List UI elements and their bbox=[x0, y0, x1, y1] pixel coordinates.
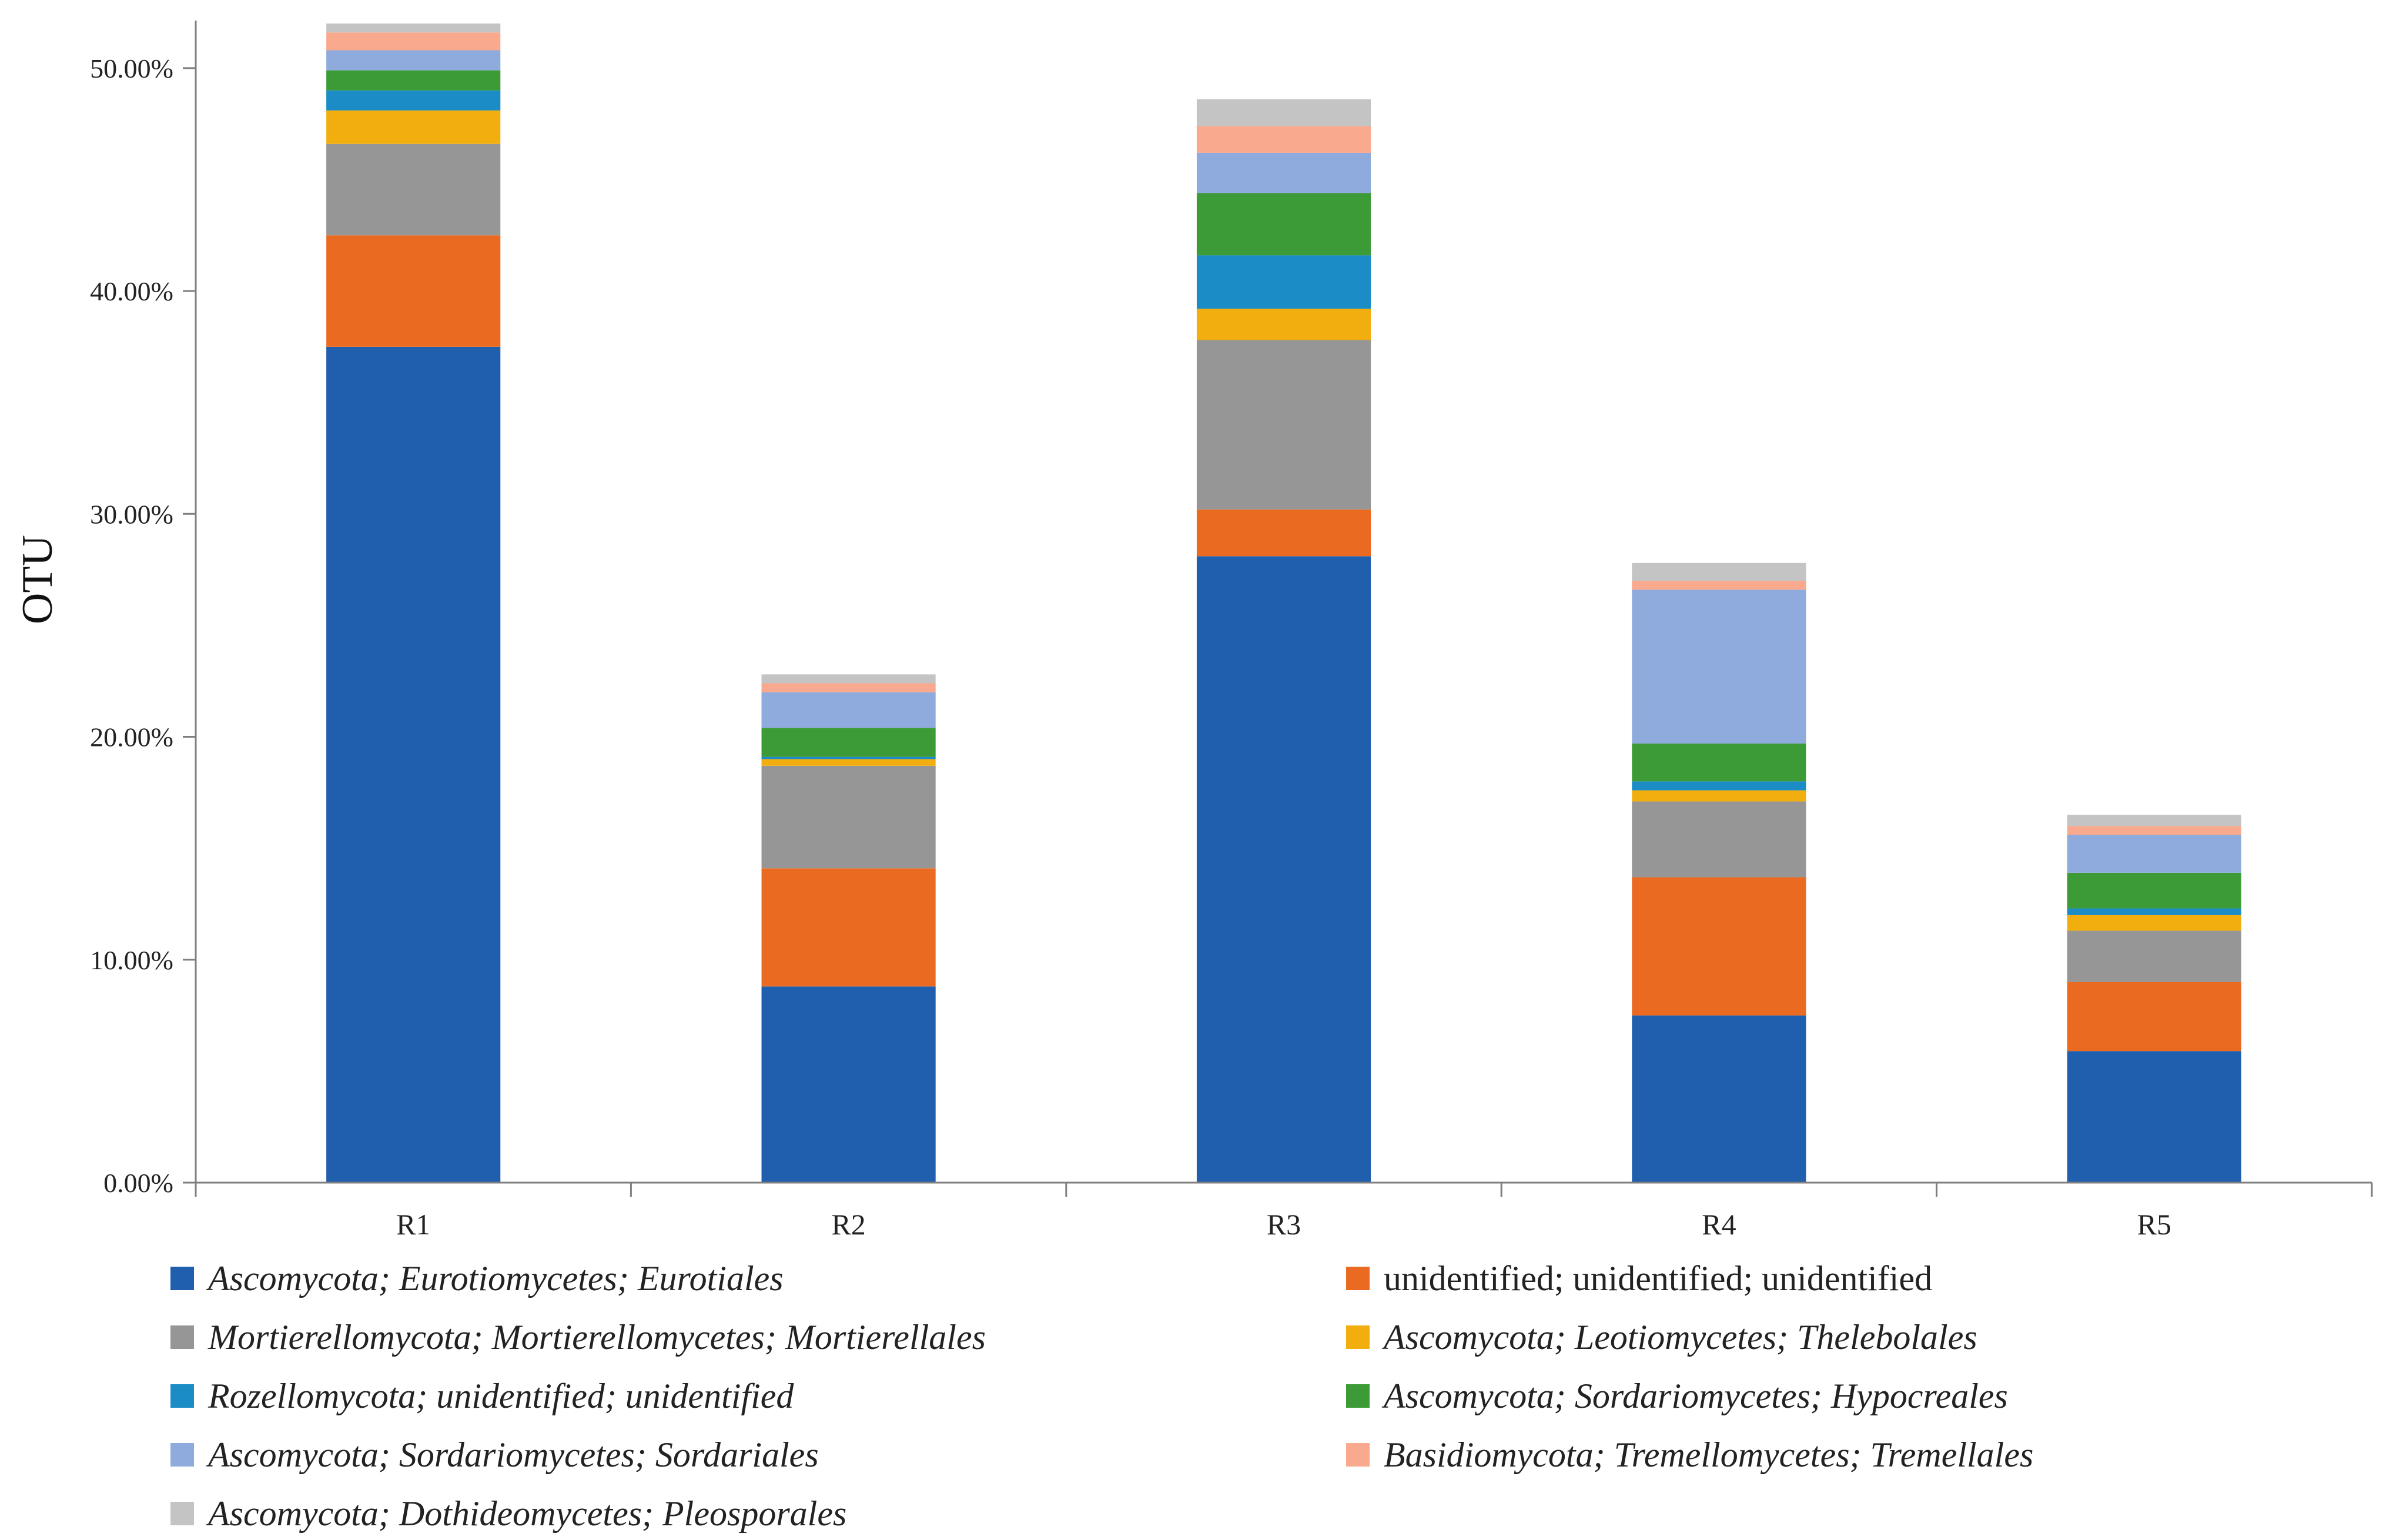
bar-segment bbox=[1632, 743, 1806, 782]
bar-segment bbox=[1196, 509, 1371, 557]
bar-segment bbox=[2067, 915, 2241, 931]
x-tick-label: R3 bbox=[1267, 1208, 1301, 1241]
bar-segment bbox=[761, 692, 936, 728]
bar-segment bbox=[326, 32, 501, 51]
bar-segment bbox=[1632, 563, 1806, 581]
bar-segment bbox=[2067, 835, 2241, 873]
y-tick-label: 0.00% bbox=[103, 1168, 173, 1198]
legend-swatch bbox=[1346, 1443, 1370, 1467]
bar-segment bbox=[2067, 826, 2241, 835]
bar-segment bbox=[1632, 781, 1806, 791]
legend-label: Basidiomycota; Tremellomycetes; Tremella… bbox=[1384, 1435, 2034, 1474]
bar-segment bbox=[761, 756, 936, 759]
legend-label: Ascomycota; Eurotiomycetes; Eurotiales bbox=[208, 1258, 784, 1298]
legend: Ascomycota; Eurotiomycetes; Eurotiales un… bbox=[170, 1252, 2345, 1534]
bar-segment bbox=[1196, 255, 1371, 309]
legend-swatch bbox=[1346, 1267, 1370, 1290]
legend-item: Ascomycota; Sordariomycetes; Hypocreales bbox=[1346, 1370, 2008, 1422]
y-tick-label: 20.00% bbox=[90, 722, 173, 752]
bar-segment bbox=[2067, 982, 2241, 1052]
bar-segment bbox=[2067, 815, 2241, 826]
legend-swatch bbox=[170, 1267, 194, 1290]
bar-segment bbox=[761, 765, 936, 869]
bar-segment bbox=[1632, 877, 1806, 1016]
bar-segment bbox=[761, 683, 936, 692]
bar-segment bbox=[2067, 872, 2241, 909]
legend-swatch bbox=[170, 1443, 194, 1467]
legend-swatch bbox=[170, 1325, 194, 1349]
x-tick-label: R4 bbox=[1702, 1208, 1736, 1241]
bar-segment bbox=[761, 759, 936, 766]
x-tick-label: R5 bbox=[2137, 1208, 2171, 1241]
legend-item: unidentified; unidentified; unidentified bbox=[1346, 1252, 1932, 1305]
y-tick-label: 40.00% bbox=[90, 276, 173, 306]
bar-segment bbox=[1632, 801, 1806, 878]
x-tick-label: R1 bbox=[396, 1208, 430, 1241]
bar-segment bbox=[326, 110, 501, 144]
bar-segment bbox=[326, 50, 501, 71]
legend-item: Ascomycota; Eurotiomycetes; Eurotiales bbox=[170, 1252, 784, 1305]
bar-segment bbox=[761, 986, 936, 1183]
bar-segment bbox=[761, 674, 936, 684]
bar-segment bbox=[326, 235, 501, 347]
legend-label: Ascomycota; Dothideomycetes; Pleosporale… bbox=[208, 1494, 847, 1533]
bar-segment bbox=[1196, 152, 1371, 193]
bar-segment bbox=[326, 143, 501, 236]
bar-segment bbox=[761, 728, 936, 757]
bar-segment bbox=[1632, 790, 1806, 802]
legend-label: Mortierellomycota; Mortierellomycetes; M… bbox=[208, 1317, 986, 1357]
legend-item: Ascomycota; Sordariomycetes; Sordariales bbox=[170, 1428, 819, 1481]
legend-swatch bbox=[1346, 1325, 1370, 1349]
x-axis: R1 R2 R3 R4 R5 bbox=[195, 1181, 2373, 1241]
y-axis: 0.00% 10.00% 20.00% 30.00% 40.00% 50.00% bbox=[90, 21, 197, 1198]
legend-label: unidentified; unidentified; unidentified bbox=[1384, 1258, 1933, 1298]
bar-segment bbox=[1196, 340, 1371, 510]
legend-item: Ascomycota; Leotiomycetes; Thelebolales bbox=[1346, 1311, 1977, 1364]
bar-segment bbox=[1632, 590, 1806, 744]
bar-segment bbox=[326, 70, 501, 91]
bar-segment bbox=[2067, 930, 2241, 982]
legend-label: Ascomycota; Sordariomycetes; Hypocreales bbox=[1384, 1376, 2008, 1415]
bar-segment bbox=[1196, 309, 1371, 340]
legend-swatch bbox=[170, 1384, 194, 1408]
bar-segment bbox=[1632, 1015, 1806, 1183]
legend-label: Rozellomycota; unidentified; unidentifie… bbox=[208, 1376, 794, 1415]
legend-swatch bbox=[1346, 1384, 1370, 1408]
legend-item: Rozellomycota; unidentified; unidentifie… bbox=[170, 1370, 794, 1422]
legend-item: Basidiomycota; Tremellomycetes; Tremella… bbox=[1346, 1428, 2033, 1481]
legend-swatch bbox=[170, 1502, 194, 1525]
legend-label: Ascomycota; Leotiomycetes; Thelebolales bbox=[1384, 1317, 1977, 1357]
y-tick-label: 30.00% bbox=[90, 499, 173, 529]
bar-segment bbox=[1632, 581, 1806, 590]
bar-segment bbox=[326, 346, 501, 1183]
bar-segment bbox=[1196, 126, 1371, 153]
bar-segment bbox=[326, 90, 501, 111]
bars-group bbox=[326, 24, 2241, 1183]
y-tick-label: 10.00% bbox=[90, 945, 173, 975]
bar-segment bbox=[1196, 99, 1371, 126]
bar-segment bbox=[2067, 1051, 2241, 1183]
y-tick-label: 50.00% bbox=[90, 53, 173, 83]
bar-segment bbox=[2067, 908, 2241, 915]
bar-segment bbox=[1196, 193, 1371, 256]
x-tick-label: R2 bbox=[831, 1208, 865, 1241]
legend-item: Mortierellomycota; Mortierellomycetes; M… bbox=[170, 1311, 986, 1364]
legend-item: Ascomycota; Dothideomycetes; Pleosporale… bbox=[170, 1487, 846, 1540]
legend-label: Ascomycota; Sordariomycetes; Sordariales bbox=[208, 1435, 819, 1474]
y-axis-title: OTU bbox=[14, 535, 62, 624]
bar-segment bbox=[761, 868, 936, 987]
bar-segment bbox=[1196, 556, 1371, 1183]
bar-segment bbox=[326, 24, 501, 33]
